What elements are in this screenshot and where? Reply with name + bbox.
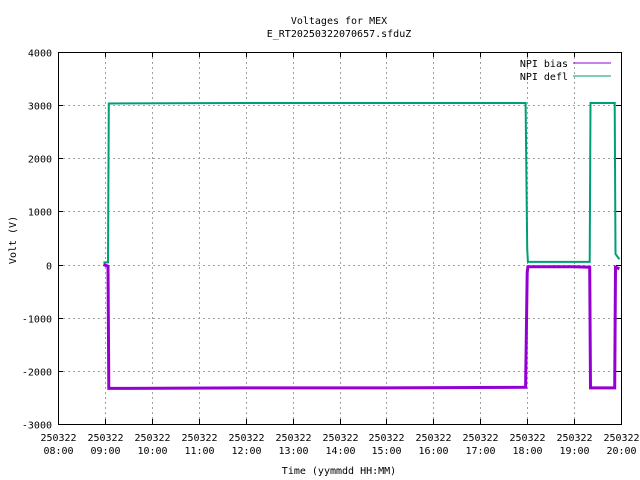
x-tick-label-date: 250322 xyxy=(322,433,358,444)
x-tick-label-date: 250322 xyxy=(181,433,217,444)
x-gridlines xyxy=(58,52,622,424)
x-tick-label-time: 17:00 xyxy=(465,446,495,457)
y-tick-label: 3000 xyxy=(28,102,52,113)
x-tick-label-date: 250322 xyxy=(509,433,545,444)
x-tick-label-date: 250322 xyxy=(556,433,592,444)
chart-subtitle: E_RT20250322070657.sfduZ xyxy=(267,29,412,40)
x-tick-labels: 250322 08:00 250322 09:00 250322 10:00 250322 1… xyxy=(40,433,639,457)
series-line-npi-bias xyxy=(102,263,620,390)
legend-label-npi-defl: NPI defl xyxy=(520,72,568,83)
y-tick-label: 1000 xyxy=(28,208,52,219)
x-tick-label-date: 250322 xyxy=(415,433,451,444)
x-tick-label-date: 250322 xyxy=(368,433,404,444)
x-tick-label-time: 10:00 xyxy=(137,446,167,457)
x-tick-label-date: 250322 xyxy=(134,433,170,444)
legend: NPI bias NPI defl xyxy=(520,59,611,83)
y-tick-label: -3000 xyxy=(22,421,52,432)
x-tick-label-time: 15:00 xyxy=(371,446,401,457)
y-gridlines xyxy=(58,52,621,425)
x-tick-label-time: 13:00 xyxy=(278,446,308,457)
y-tick-label: -1000 xyxy=(22,315,52,326)
plot-frame xyxy=(58,52,622,425)
x-tick-label-time: 16:00 xyxy=(418,446,448,457)
x-tick-label-time: 19:00 xyxy=(559,446,589,457)
legend-label-npi-bias: NPI bias xyxy=(520,59,568,70)
x-tick-label-date: 250322 xyxy=(40,433,76,444)
x-tick-label-time: 12:00 xyxy=(231,446,261,457)
y-tick-label: -2000 xyxy=(22,368,52,379)
series-line-npi-defl xyxy=(103,102,621,264)
y-tick-labels: -3000 -2000 -1000 0 1000 2000 3000 4000 xyxy=(22,49,52,432)
chart-title: Voltages for MEX xyxy=(291,16,387,27)
x-tick-label-time: 14:00 xyxy=(325,446,355,457)
x-tick-label-date: 250322 xyxy=(275,433,311,444)
x-tick-label-time: 09:00 xyxy=(90,446,120,457)
x-tick-label-date: 250322 xyxy=(603,433,639,444)
y-tick-label: 2000 xyxy=(28,155,52,166)
y-tick-label: 0 xyxy=(46,262,52,273)
x-tick-label-date: 250322 xyxy=(87,433,123,444)
x-tick-label-time: 18:00 xyxy=(512,446,542,457)
x-tick-label-time: 20:00 xyxy=(606,446,636,457)
x-tick-label-date: 250322 xyxy=(462,433,498,444)
x-axis-label: Time (yymmdd HH:MM) xyxy=(282,466,396,477)
x-tick-label-date: 250322 xyxy=(228,433,264,444)
x-tick-label-time: 08:00 xyxy=(43,446,73,457)
y-axis-label: Volt (V) xyxy=(8,216,19,264)
y-tick-label: 4000 xyxy=(28,49,52,60)
series-lines xyxy=(102,102,621,390)
x-tick-label-time: 11:00 xyxy=(184,446,214,457)
